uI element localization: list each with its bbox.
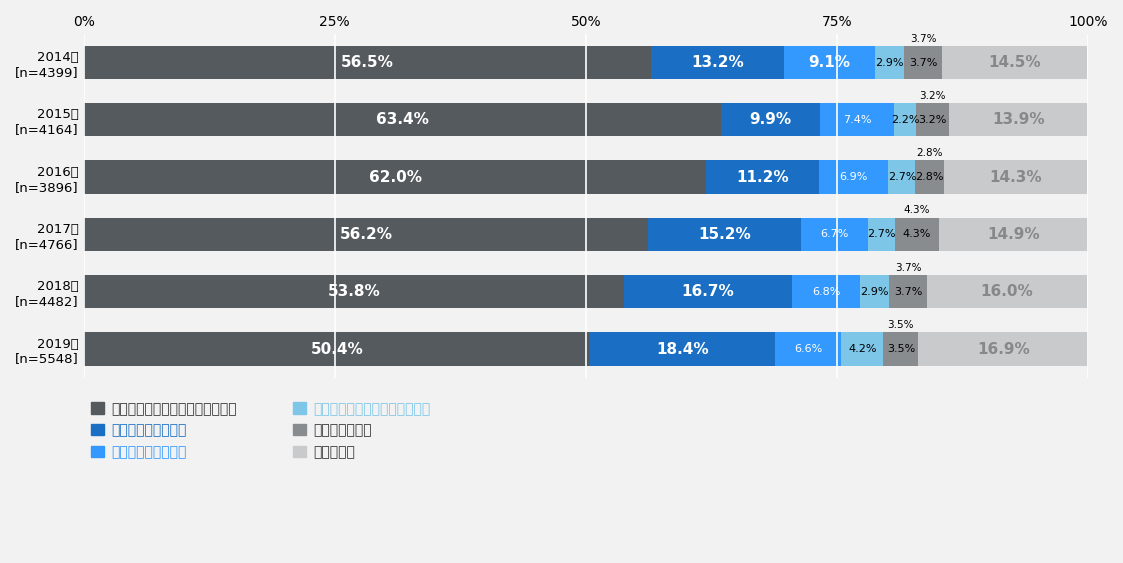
Bar <box>860 275 889 309</box>
Text: 2.8%: 2.8% <box>916 148 943 158</box>
Text: 50.4%: 50.4% <box>310 342 363 356</box>
Text: 11.2%: 11.2% <box>737 169 789 185</box>
Bar <box>916 103 949 136</box>
Text: 6.7%: 6.7% <box>821 229 849 239</box>
Text: 16.7%: 16.7% <box>682 284 734 299</box>
Text: 14.5%: 14.5% <box>988 55 1041 70</box>
Text: 3.5%: 3.5% <box>887 320 914 330</box>
Bar <box>775 332 841 365</box>
Bar <box>904 46 941 79</box>
Bar <box>792 275 860 309</box>
Text: 7.4%: 7.4% <box>843 115 871 125</box>
Text: 3.2%: 3.2% <box>919 115 947 125</box>
Text: 14.3%: 14.3% <box>989 169 1042 185</box>
Text: 3.5%: 3.5% <box>887 344 915 354</box>
Bar <box>915 160 943 194</box>
Text: 16.0%: 16.0% <box>980 284 1033 299</box>
Text: 53.8%: 53.8% <box>328 284 381 299</box>
Text: 6.9%: 6.9% <box>840 172 868 182</box>
Bar <box>83 46 651 79</box>
Text: 56.2%: 56.2% <box>339 227 392 242</box>
Bar <box>83 160 706 194</box>
Bar <box>624 275 792 309</box>
Bar <box>943 160 1087 194</box>
Text: 3.7%: 3.7% <box>909 57 938 68</box>
Bar <box>83 103 721 136</box>
Text: 2.2%: 2.2% <box>892 115 920 125</box>
Text: 62.0%: 62.0% <box>368 169 421 185</box>
Bar <box>888 160 915 194</box>
Bar <box>721 103 820 136</box>
Bar <box>895 218 939 251</box>
Text: 56.5%: 56.5% <box>341 55 394 70</box>
Text: 3.2%: 3.2% <box>920 91 946 101</box>
Bar <box>820 103 894 136</box>
Text: 16.9%: 16.9% <box>977 342 1030 356</box>
Text: 2.9%: 2.9% <box>860 287 889 297</box>
Bar <box>875 46 904 79</box>
Bar <box>83 218 648 251</box>
Bar <box>941 46 1087 79</box>
Text: 2.9%: 2.9% <box>876 57 904 68</box>
Bar <box>706 160 819 194</box>
Text: 2.7%: 2.7% <box>887 172 916 182</box>
Text: 3.7%: 3.7% <box>894 287 922 297</box>
Text: 9.9%: 9.9% <box>749 112 792 127</box>
Bar <box>83 275 624 309</box>
Bar <box>83 332 590 365</box>
Text: 63.4%: 63.4% <box>376 112 429 127</box>
Bar <box>926 275 1087 309</box>
Bar <box>894 103 916 136</box>
Text: 6.6%: 6.6% <box>794 344 822 354</box>
Text: 2.8%: 2.8% <box>915 172 943 182</box>
Bar <box>884 332 919 365</box>
Text: 3.7%: 3.7% <box>895 263 921 273</box>
Text: 4.3%: 4.3% <box>903 229 931 239</box>
Bar <box>819 160 888 194</box>
Bar <box>841 332 884 365</box>
Bar <box>868 218 895 251</box>
Bar <box>648 218 801 251</box>
Text: 4.3%: 4.3% <box>904 205 930 216</box>
Bar <box>590 332 775 365</box>
Text: 4.2%: 4.2% <box>848 344 876 354</box>
Bar <box>949 103 1088 136</box>
Text: 2.7%: 2.7% <box>868 229 896 239</box>
Text: 13.9%: 13.9% <box>992 112 1044 127</box>
Text: 14.9%: 14.9% <box>987 227 1040 242</box>
Bar <box>939 218 1088 251</box>
Bar <box>889 275 926 309</box>
Text: 6.8%: 6.8% <box>812 287 840 297</box>
Text: 18.4%: 18.4% <box>656 342 709 356</box>
Text: 13.2%: 13.2% <box>691 55 743 70</box>
Text: 9.1%: 9.1% <box>809 55 850 70</box>
Bar <box>801 218 868 251</box>
Bar <box>651 46 784 79</box>
Bar <box>784 46 875 79</box>
Bar <box>919 332 1088 365</box>
Text: 15.2%: 15.2% <box>699 227 751 242</box>
Text: 3.7%: 3.7% <box>910 34 937 43</box>
Legend: できれば今の会社で働き続けたい, そのうち転職したい, いつかは起業したい, フリーランスとして独立したい, 家庭に入りたい, わからない: できれば今の会社で働き続けたい, そのうち転職したい, いつかは起業したい, フ… <box>91 402 430 459</box>
